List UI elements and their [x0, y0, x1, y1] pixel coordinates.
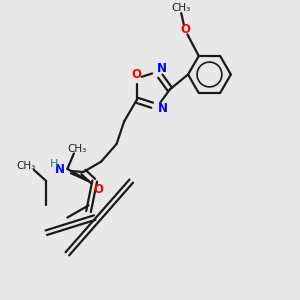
Text: N: N	[157, 62, 167, 75]
Text: H: H	[50, 159, 58, 169]
Text: CH₃: CH₃	[17, 160, 36, 171]
Text: CH₃: CH₃	[67, 144, 86, 154]
Text: O: O	[93, 183, 103, 196]
Text: N: N	[158, 102, 167, 115]
Text: N: N	[55, 163, 64, 176]
Text: O: O	[181, 23, 191, 37]
Text: CH₃: CH₃	[172, 3, 191, 13]
Text: O: O	[131, 68, 141, 81]
